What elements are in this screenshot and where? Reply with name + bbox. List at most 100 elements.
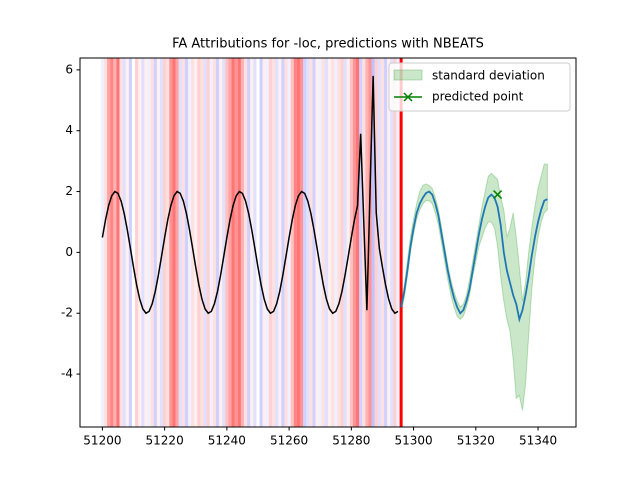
attribution-span bbox=[328, 58, 332, 427]
attribution-span bbox=[247, 58, 251, 427]
attribution-span bbox=[222, 58, 226, 427]
attribution-span bbox=[309, 58, 313, 427]
x-tick-label: 51340 bbox=[519, 434, 557, 448]
predicted-point bbox=[493, 190, 503, 200]
attribution-span bbox=[132, 58, 135, 427]
attribution-span bbox=[150, 58, 154, 427]
attribution-span bbox=[349, 58, 353, 427]
chart-title: FA Attributions for -loc, predictions wi… bbox=[172, 37, 484, 52]
attribution-span bbox=[284, 58, 288, 427]
attribution-span bbox=[268, 58, 272, 427]
legend: standard deviation predicted point bbox=[388, 62, 571, 112]
axes: 51200 51220 51240 51260 51280 51300 51320 51340… bbox=[61, 57, 577, 448]
x-tick-label: 51280 bbox=[332, 434, 370, 448]
attribution-span bbox=[159, 58, 164, 427]
attribution-span bbox=[359, 58, 363, 427]
attribution-span bbox=[144, 58, 148, 427]
std-band bbox=[400, 163, 548, 411]
attribution-span bbox=[321, 58, 325, 427]
attribution-span bbox=[169, 58, 173, 427]
attribution-span bbox=[234, 58, 238, 427]
attribution-span bbox=[312, 58, 316, 427]
attribution-span bbox=[346, 58, 350, 427]
attribution-span bbox=[275, 58, 279, 427]
attribution-span bbox=[166, 58, 170, 427]
attribution-span bbox=[197, 58, 201, 427]
attribution-span bbox=[281, 58, 285, 427]
attribution-span bbox=[119, 58, 123, 427]
legend-box bbox=[388, 62, 571, 112]
attribution-span bbox=[265, 58, 269, 427]
attribution-span bbox=[253, 58, 257, 427]
y-tick-label: 6 bbox=[65, 62, 73, 76]
x-tick-label: 51240 bbox=[208, 434, 246, 448]
attribution-span bbox=[387, 58, 391, 427]
attribution-span bbox=[393, 58, 397, 427]
x-tick-label: 51300 bbox=[394, 434, 432, 448]
attribution-span bbox=[225, 58, 229, 427]
attribution-span bbox=[259, 58, 263, 427]
attribution-span bbox=[203, 58, 207, 427]
y-tick-label: 0 bbox=[65, 245, 73, 259]
attribution-span bbox=[371, 58, 375, 427]
attribution-span bbox=[187, 58, 192, 427]
attribution-span bbox=[135, 58, 139, 427]
attribution-span bbox=[116, 58, 120, 427]
y-tick-label: -4 bbox=[61, 367, 73, 381]
attribution-span bbox=[163, 58, 167, 427]
attribution-span bbox=[240, 58, 244, 427]
x-tick-label: 51260 bbox=[270, 434, 308, 448]
attribution-span bbox=[153, 58, 157, 427]
attribution-span bbox=[250, 58, 254, 427]
attribution-span bbox=[228, 58, 232, 427]
attribution-span bbox=[352, 58, 357, 427]
axes-frame bbox=[79, 57, 577, 428]
attribution-span bbox=[380, 58, 385, 427]
legend-swatch bbox=[393, 69, 423, 81]
attribution-span bbox=[175, 58, 179, 427]
attribution-span bbox=[209, 58, 213, 427]
attribution-span bbox=[365, 58, 369, 427]
attribution-span bbox=[340, 58, 344, 427]
attribution-span bbox=[125, 58, 129, 427]
attribution-span bbox=[306, 58, 310, 427]
attribution-span bbox=[324, 58, 328, 427]
attribution-span bbox=[390, 58, 394, 427]
plot-area bbox=[100, 58, 548, 427]
attribution-span bbox=[172, 58, 176, 427]
attribution-span bbox=[206, 58, 210, 427]
legend-label: predicted point bbox=[432, 90, 524, 104]
attribution-span bbox=[103, 58, 108, 427]
attribution-span bbox=[128, 58, 132, 427]
y-tick-label: -2 bbox=[61, 306, 73, 320]
attribution-span bbox=[337, 58, 341, 427]
attribution-span bbox=[178, 58, 182, 427]
forecast-line bbox=[400, 190, 548, 323]
x-tick-label: 51320 bbox=[457, 434, 495, 448]
y-tick-label: 2 bbox=[65, 184, 73, 198]
attribution-span bbox=[156, 58, 160, 427]
attribution-span bbox=[290, 58, 294, 427]
attribution-span bbox=[271, 58, 276, 427]
attribution-span bbox=[293, 58, 297, 427]
attribution-span bbox=[110, 58, 114, 427]
attribution-span bbox=[122, 58, 126, 427]
attribution-span bbox=[368, 58, 372, 427]
attribution-span bbox=[262, 58, 266, 427]
attribution-span bbox=[200, 58, 204, 427]
attribution-span bbox=[331, 58, 335, 427]
legend-label: standard deviation bbox=[432, 69, 545, 83]
y-tick-label: 4 bbox=[65, 123, 73, 137]
attribution-span bbox=[191, 58, 195, 427]
attribution-span bbox=[194, 58, 198, 427]
attribution-span bbox=[278, 58, 282, 427]
x-tick-label: 51220 bbox=[146, 434, 184, 448]
attribution-span bbox=[141, 58, 145, 427]
attribution-span bbox=[231, 58, 235, 427]
attribution-span bbox=[343, 58, 347, 427]
attribution-span bbox=[215, 58, 220, 427]
attribution-span bbox=[384, 58, 388, 427]
attribution-span bbox=[243, 58, 248, 427]
attribution-span bbox=[256, 58, 259, 427]
